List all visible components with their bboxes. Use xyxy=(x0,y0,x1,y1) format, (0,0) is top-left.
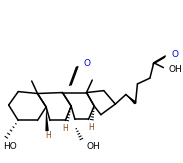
Text: H: H xyxy=(88,123,94,132)
Polygon shape xyxy=(126,95,137,104)
Text: OH: OH xyxy=(87,142,100,151)
Text: O: O xyxy=(171,50,178,59)
Text: OH: OH xyxy=(168,65,182,74)
Text: O: O xyxy=(84,59,91,68)
Polygon shape xyxy=(45,107,49,131)
Text: H: H xyxy=(45,131,51,140)
Text: H: H xyxy=(62,124,68,133)
Text: HO: HO xyxy=(3,142,17,151)
